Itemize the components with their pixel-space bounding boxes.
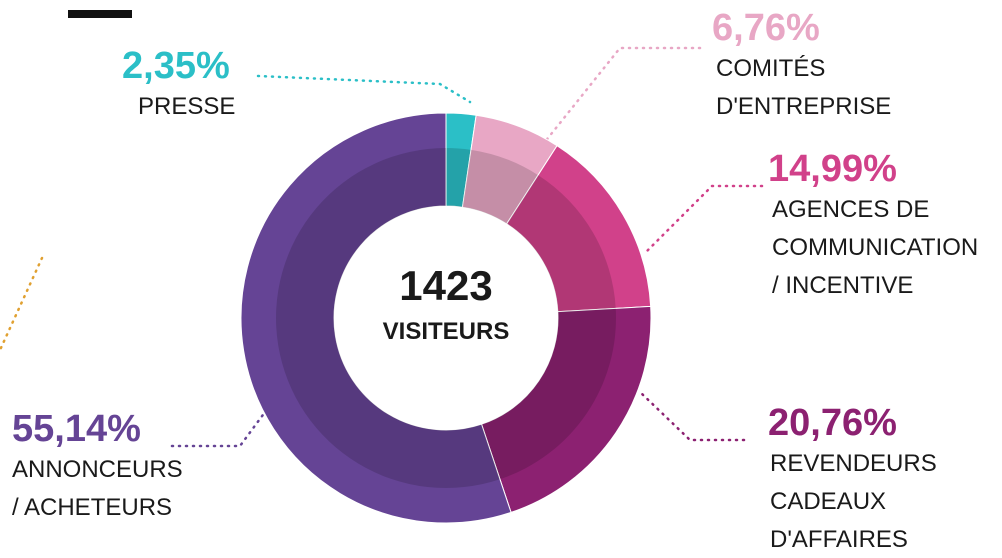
slice-shade (506, 175, 616, 312)
value-label: 20,76% (768, 402, 897, 444)
category-label: COMITÉS D'ENTREPRISE (716, 55, 892, 120)
category-label: PRESSE (138, 93, 236, 120)
donut-hole (334, 206, 558, 430)
category-label: REVENDEURS CADEAUX D'AFFAIRES (770, 450, 937, 553)
slice-label: 6,76% COMITÉS D'ENTREPRISE (712, 6, 891, 126)
category-label: AGENCES DE COMMUNICATION / INCENTIVE (772, 196, 979, 299)
total-label: VISITEURS (382, 318, 510, 345)
slice-shade (275, 148, 500, 488)
slice-shade (481, 308, 616, 480)
leader (644, 184, 764, 254)
leaders (0, 46, 764, 448)
donut (240, 112, 652, 524)
slice-label: 14,99% AGENCES DE COMMUNICATION / INCENTI… (768, 147, 978, 305)
slice-label: 2,35% PRESSE (122, 44, 235, 126)
decor-line (0, 256, 44, 352)
leader (256, 74, 472, 104)
total: 1423 (399, 262, 493, 309)
slice-shade (446, 148, 472, 208)
leader (538, 46, 702, 150)
value-label: 2,35% (122, 45, 230, 87)
decor-bar (68, 10, 132, 18)
slice-label: 20,76% REVENDEURS CADEAUX D'AFFAIRES (768, 401, 937, 558)
slice-shade (462, 149, 539, 224)
category-label: ANNONCEURS / ACHETEURS (12, 456, 183, 521)
slice-label: 55,14% ANNONCEURS / ACHETEURS (12, 407, 183, 527)
leader (170, 406, 270, 448)
value-label: 55,14% (12, 408, 141, 450)
leader (638, 390, 746, 442)
value-label: 14,99% (768, 148, 897, 190)
value-label: 6,76% (712, 7, 820, 49)
